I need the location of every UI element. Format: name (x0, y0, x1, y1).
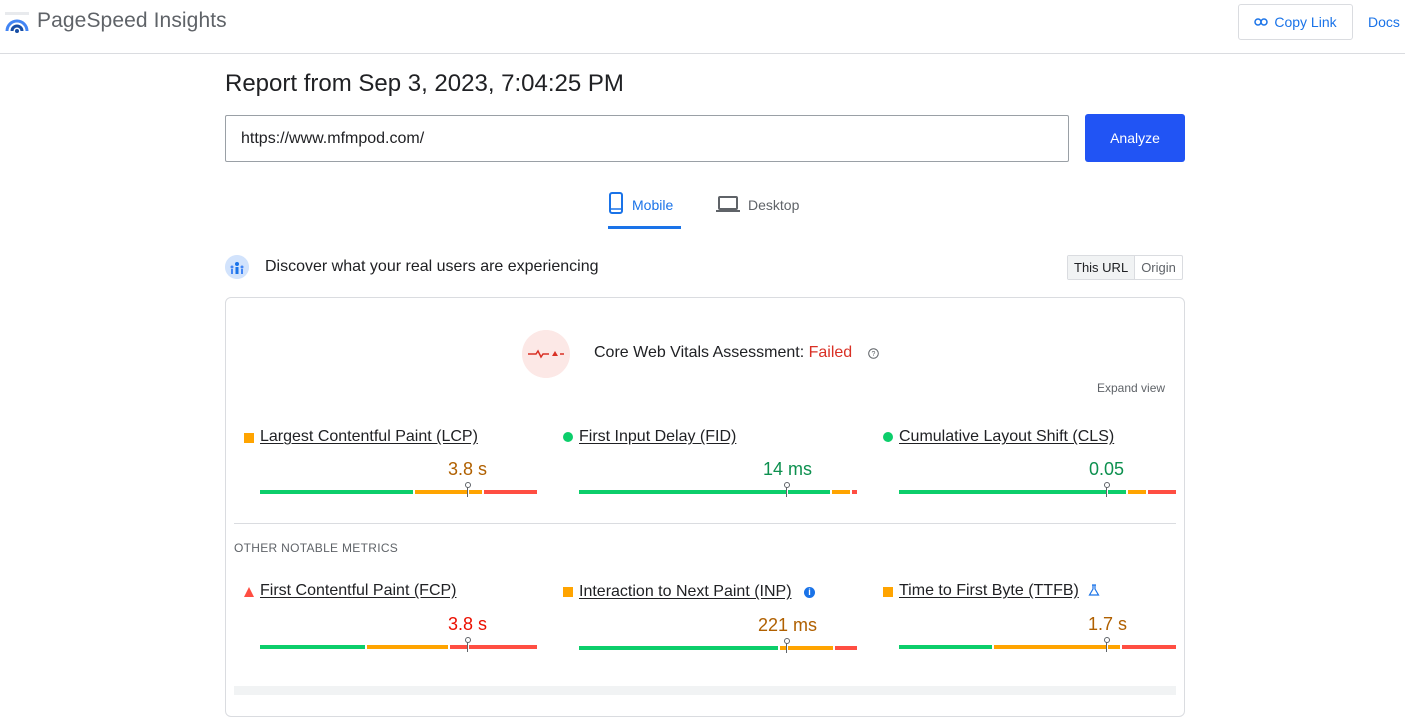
lcp-bar-good (260, 490, 413, 494)
inp-p75-marker (784, 638, 790, 653)
metric-ttfb-link[interactable]: Time to First Byte (TTFB) (899, 582, 1079, 599)
ttfb-p75-marker (1104, 637, 1110, 652)
ttfb-bar-good (899, 645, 992, 649)
link-icon (1254, 18, 1269, 26)
needs-improvement-square-icon (563, 587, 573, 597)
fid-p75-marker (784, 482, 790, 497)
url-input[interactable] (225, 115, 1069, 162)
needs-improvement-square-icon (244, 433, 254, 443)
tab-mobile[interactable]: Mobile (608, 192, 681, 229)
copy-link-button[interactable]: Copy Link (1238, 4, 1353, 40)
metric-cls-link[interactable]: Cumulative Layout Shift (CLS) (899, 428, 1115, 445)
help-icon[interactable]: ? (868, 348, 879, 359)
scope-this-url[interactable]: This URL (1068, 256, 1136, 279)
experimental-flask-icon[interactable] (1088, 584, 1100, 596)
failed-assessment-icon (522, 330, 570, 378)
fid-bar-needs-improvement (832, 490, 850, 494)
metric-inp-link[interactable]: Interaction to Next Paint (INP) (579, 583, 792, 600)
metric-fcp-value: 3.8 s (448, 614, 488, 634)
inp-bar-poor (835, 646, 857, 650)
app-title[interactable]: PageSpeed Insights (37, 9, 227, 32)
fcp-bar-needs-improvement (367, 645, 448, 649)
next-section-edge (234, 686, 1176, 695)
laptop-icon (716, 196, 740, 212)
lcp-bar-needs-improvement (415, 490, 482, 494)
good-circle-icon (883, 432, 893, 442)
needs-improvement-square-icon (883, 587, 893, 597)
assessment-label: Core Web Vitals Assessment: (594, 344, 805, 361)
inp-bar-good (579, 646, 778, 650)
cls-p75-marker (1104, 482, 1110, 497)
expand-view-link[interactable]: Expand view (1097, 381, 1166, 395)
metric-fcp-link[interactable]: First Contentful Paint (FCP) (260, 582, 457, 599)
cls-bar-poor (1148, 490, 1176, 494)
discover-heading: Discover what your real users are experi… (265, 258, 599, 275)
top-bar: PageSpeed Insights Copy Link Docs (0, 0, 1405, 54)
pagespeed-logo-icon[interactable] (4, 9, 30, 35)
ttfb-bar-needs-improvement (994, 645, 1120, 649)
fcp-bar-good (260, 645, 365, 649)
fid-bar-good (579, 490, 830, 494)
metric-lcp-value: 3.8 s (448, 459, 488, 479)
ttfb-bar-poor (1122, 645, 1176, 649)
assessment-result: Failed (808, 344, 853, 361)
metric-lcp-link[interactable]: Largest Contentful Paint (LCP) (260, 428, 478, 445)
other-metrics-heading: OTHER NOTABLE METRICS (234, 541, 399, 555)
inp-bar-needs-improvement (780, 646, 833, 650)
real-users-icon (225, 255, 249, 279)
tab-mobile-label: Mobile (632, 197, 674, 213)
metric-cls-value: 0.05 (1089, 459, 1125, 479)
lcp-p75-marker (465, 482, 471, 497)
lcp-bar-poor (484, 490, 537, 494)
scope-toggle: This URL Origin (1067, 255, 1183, 280)
svg-text:?: ? (872, 351, 876, 358)
cls-bar-needs-improvement (1128, 490, 1146, 494)
scope-origin[interactable]: Origin (1141, 260, 1176, 275)
metric-inp-value: 221 ms (758, 615, 818, 635)
section-divider (234, 523, 1176, 524)
fcp-bar-poor (450, 645, 537, 649)
docs-link[interactable]: Docs (1368, 14, 1400, 30)
cls-bar-good (899, 490, 1126, 494)
report-title: Report from Sep 3, 2023, 7:04:25 PM (225, 70, 624, 97)
metric-ttfb-value: 1.7 s (1088, 614, 1128, 634)
assessment-text: Core Web Vitals Assessment: Failed (594, 344, 852, 362)
analyze-button[interactable]: Analyze (1085, 114, 1185, 162)
poor-triangle-icon (244, 587, 254, 597)
metric-fid-value: 14 ms (763, 459, 813, 479)
good-circle-icon (563, 432, 573, 442)
fcp-p75-marker (465, 637, 471, 652)
tab-desktop-label: Desktop (748, 197, 800, 213)
metric-fid-link[interactable]: First Input Delay (FID) (579, 428, 737, 445)
info-icon[interactable]: i (804, 587, 815, 598)
copy-link-label: Copy Link (1274, 14, 1337, 30)
phone-icon (609, 192, 623, 214)
fid-bar-poor (852, 490, 857, 494)
tab-desktop[interactable]: Desktop (716, 193, 799, 229)
